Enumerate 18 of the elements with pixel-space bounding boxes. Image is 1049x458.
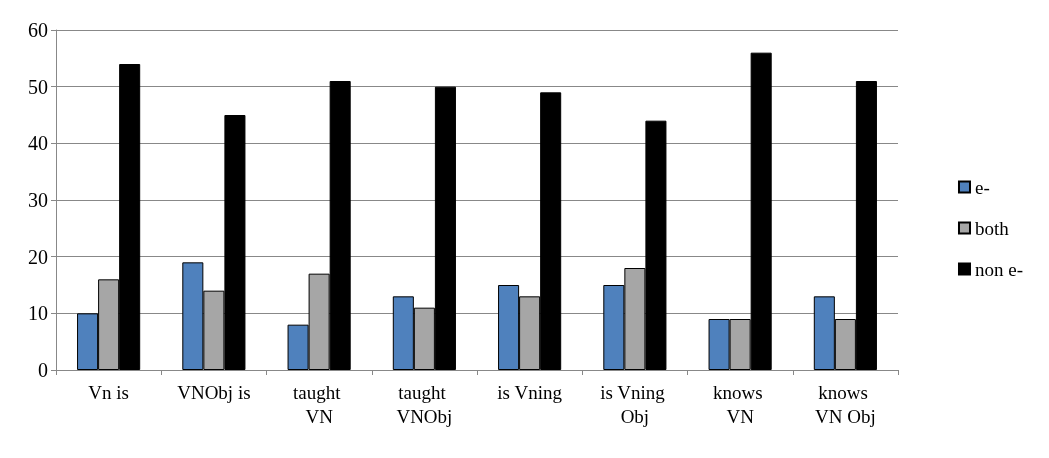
y-tick-label: 30 <box>28 189 48 211</box>
y-tick-label: 0 <box>38 359 48 381</box>
x-tick-label: taught VN <box>293 381 346 427</box>
x-tick-label: Vn is <box>88 381 129 403</box>
legend-label: non e- <box>974 258 1024 280</box>
legend-label: e- <box>974 176 990 198</box>
y-tick-label: 50 <box>28 75 48 98</box>
x-tick-label: is Vning <box>497 381 563 403</box>
x-tick-label: taught VNObj <box>396 381 453 427</box>
x-tick-label: is Vning Obj <box>600 381 670 427</box>
y-tick-label: 40 <box>28 132 48 155</box>
legend-label: both <box>974 217 1010 239</box>
y-tick-label: 10 <box>28 302 48 325</box>
x-tick-label: knows VN <box>712 381 768 427</box>
y-tick-label: 60 <box>28 19 48 41</box>
x-tick-label: VNObj is <box>177 381 251 403</box>
x-tick-label: knows VN Obj <box>815 381 876 427</box>
y-tick-label: 20 <box>28 245 48 268</box>
